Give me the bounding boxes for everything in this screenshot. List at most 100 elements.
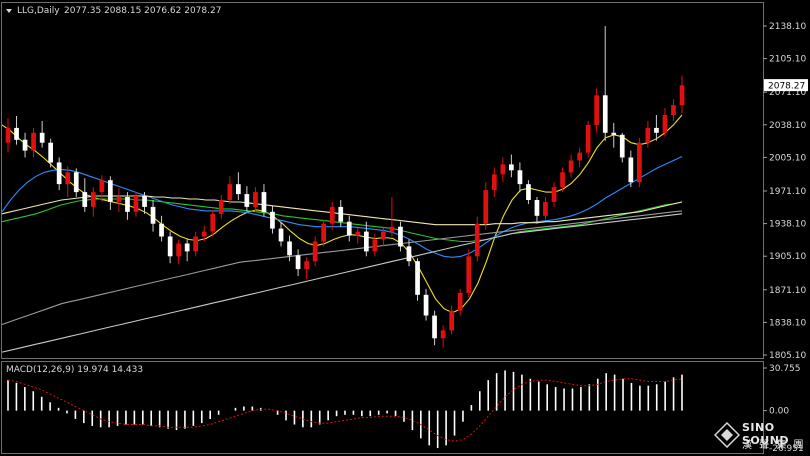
moving-average-line-ma-fast — [1, 114, 683, 314]
candle-body — [253, 192, 258, 207]
candle-body — [637, 142, 642, 183]
candle-body — [65, 172, 71, 185]
candle-body — [671, 105, 676, 115]
price-axis-label: 2138.10 — [769, 22, 806, 32]
candle-body — [39, 132, 45, 143]
candle-body — [236, 184, 241, 195]
price-axis-label: 1905.10 — [769, 252, 806, 262]
candle-body — [483, 190, 489, 224]
candle-body — [125, 197, 130, 212]
dropdown-triangle-icon — [6, 9, 12, 13]
candle-body — [594, 95, 599, 125]
candle-body — [22, 139, 28, 151]
price-axis-label: 1805.10 — [769, 351, 806, 361]
macd-axis-label: 30.755 — [769, 364, 801, 374]
candle-body — [31, 132, 36, 151]
candle-body — [184, 243, 190, 252]
macd-signal-line — [7, 378, 683, 442]
price-axis-label: 2071.10 — [769, 88, 806, 98]
candle-body — [474, 223, 480, 257]
candle-body — [312, 241, 318, 262]
moving-average-line-ma-longest — [1, 213, 683, 353]
candle-body — [338, 206, 344, 222]
watermark-line2: 漢 聲 集 團 — [742, 440, 806, 451]
current-price-box — [764, 79, 808, 92]
macd-indicator-label: MACD(12,26,9) 19.974 14.433 — [6, 365, 143, 375]
candle-body — [381, 231, 386, 240]
price-axis-label: 2038.10 — [769, 121, 806, 131]
macd-axis-label: -26.951 — [769, 444, 804, 454]
candle-body — [449, 310, 454, 331]
candle-body — [577, 152, 582, 161]
candle-body — [645, 127, 651, 143]
candle-body — [244, 194, 250, 207]
candle-body — [534, 200, 540, 216]
candle-body — [346, 221, 352, 236]
price-axis-label: 2105.10 — [769, 55, 806, 65]
candle-body — [406, 246, 412, 262]
candle-body — [466, 256, 472, 293]
price-axis-label: 2005.10 — [769, 153, 806, 163]
candle-body — [662, 115, 668, 133]
candle-body — [355, 231, 361, 236]
candle-body — [193, 236, 198, 252]
candle-body — [91, 192, 96, 207]
candle-body — [432, 315, 437, 339]
candle-body — [99, 180, 105, 193]
candle-body — [201, 231, 207, 237]
candle-body — [56, 162, 62, 185]
candle-body — [150, 206, 156, 224]
candle-body — [133, 196, 139, 212]
macd-panel-frame — [1, 361, 764, 454]
candle-body — [5, 127, 11, 143]
watermark-line1: SINO SOUND — [742, 421, 790, 447]
main-panel-frame — [1, 2, 764, 359]
watermark: SINO SOUND 漢 聲 集 團 — [712, 418, 808, 452]
candle-body — [270, 211, 275, 229]
candle-body — [321, 223, 326, 242]
price-axis-label: 1971.10 — [769, 187, 806, 197]
candle-body — [304, 261, 309, 270]
macd-axis-label: 0.00 — [769, 407, 789, 417]
moving-average-line-ma-blue — [1, 156, 683, 258]
candle-body — [176, 243, 181, 257]
candle-body — [492, 174, 497, 191]
candle-body — [560, 172, 565, 188]
candle-body — [526, 184, 531, 200]
candle-body — [551, 187, 557, 202]
candle-body — [295, 255, 301, 270]
price-axis-label: 1838.10 — [769, 318, 806, 328]
candle-body — [159, 223, 164, 237]
candle-body — [389, 226, 395, 232]
candle-body — [611, 132, 617, 135]
candle-body — [372, 239, 378, 252]
candle-body — [568, 160, 574, 173]
candle-body — [602, 95, 608, 133]
symbol-label: LLG,Daily — [17, 6, 60, 16]
candle-body — [517, 170, 523, 185]
candle-body — [218, 200, 224, 214]
candle-body — [82, 192, 88, 207]
price-axis-label: 1871.10 — [769, 286, 806, 296]
candle-body — [73, 172, 79, 193]
candle-body — [628, 157, 634, 183]
diamond-logo-icon — [714, 422, 740, 448]
candle-body — [278, 228, 284, 242]
candle-body — [261, 192, 267, 212]
candle-body — [108, 180, 113, 202]
candle-body — [619, 134, 625, 158]
candle-body — [585, 124, 591, 153]
candle-body — [210, 213, 216, 232]
candle-body — [227, 184, 233, 200]
candle-body — [167, 236, 173, 257]
candle-body — [116, 197, 122, 202]
ohlc-values: 2077.35 2088.15 2076.62 2078.27 — [64, 6, 221, 16]
candle-body — [654, 127, 659, 133]
candle-body — [679, 85, 685, 106]
moving-average-line-ma-long — [1, 210, 683, 326]
candle-body — [48, 142, 53, 163]
candle-body — [423, 294, 429, 316]
candle-body — [440, 330, 446, 339]
